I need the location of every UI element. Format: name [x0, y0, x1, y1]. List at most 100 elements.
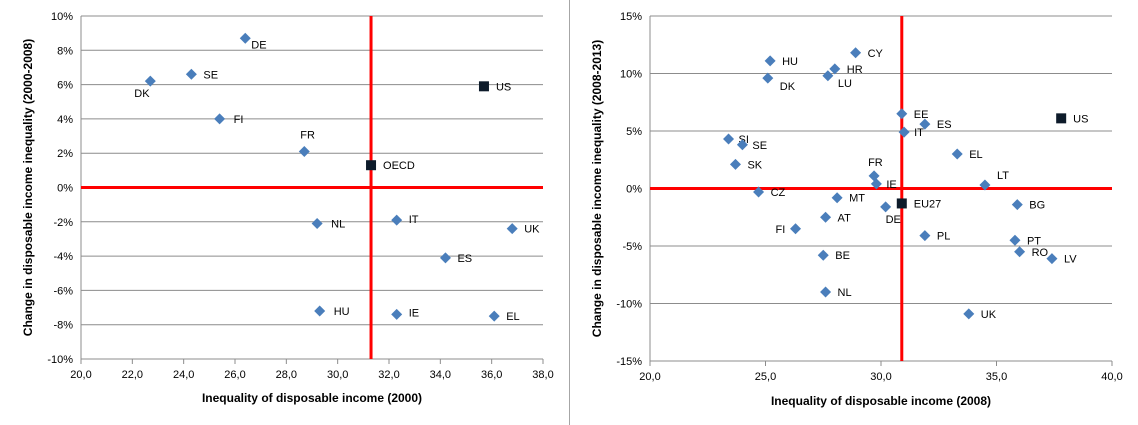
right-point-label-de: DE [886, 214, 901, 226]
right-point-label-lv: LV [1064, 254, 1077, 266]
left-point-label-fi: FI [234, 114, 244, 126]
right-point-hr [829, 63, 841, 75]
left-point-uk [506, 223, 518, 235]
left-x-tick-label-5: 30,0 [327, 369, 348, 381]
left-point-label-hu: HU [334, 306, 350, 318]
right-point-label-ro: RO [1032, 247, 1049, 259]
right-y-tick-label-4: 5% [626, 126, 642, 138]
left-point-se [185, 68, 197, 80]
left-y-tick-label-4: -2% [53, 217, 73, 229]
right-point-label-hr: HR [847, 64, 863, 76]
left-point-hu [314, 305, 326, 317]
left-y-tick-label-6: 2% [57, 148, 73, 160]
right-point-label-ee: EE [914, 109, 929, 121]
right-y-tick-label-5: 10% [620, 69, 642, 81]
left-point-oecd [366, 160, 377, 171]
right-y-tick-label-0: -15% [616, 356, 642, 368]
left-y-tick-label-9: 8% [57, 45, 73, 57]
right-point-label-bg: BG [1029, 200, 1045, 212]
left-point-label-uk: UK [524, 224, 540, 236]
chart-panel-2000-2008: -10% -8% -6% -4% -2% 0% 2% 4% 6% 8% 10% 20,0 22,0 24,… [21, 0, 570, 425]
left-x-tick-label-8: 36,0 [481, 369, 502, 381]
right-x-axis-title: Inequality of disposable income (2008) [771, 394, 991, 408]
right-point-label-fi: FI [776, 224, 786, 236]
right-y-tick-label-3: 0% [626, 184, 642, 196]
left-point-it [391, 214, 403, 226]
right-point-label-it: IT [914, 127, 924, 139]
left-point-el [488, 310, 500, 322]
right-x-tick-label-2: 30,0 [870, 371, 891, 383]
left-point-label-oecd: OECD [383, 160, 415, 172]
right-point-ro [1014, 246, 1026, 258]
right-point-label-pl: PL [937, 231, 950, 243]
right-point-label-eu27: EU27 [914, 198, 942, 210]
right-point-label-sk: SK [747, 159, 762, 171]
left-y-tick-label-2: -6% [53, 285, 73, 297]
right-point-label-fr: FR [868, 157, 883, 169]
right-point-se [736, 139, 748, 151]
right-point-be [817, 249, 829, 261]
left-x-tick-label-9: 38,0 [532, 369, 553, 381]
left-point-label-ie: IE [409, 307, 419, 319]
right-point-label-nl: NL [838, 287, 852, 299]
right-x-tick-label-4: 40,0 [1101, 371, 1122, 383]
right-point-mt [831, 192, 843, 204]
left-point-label-nl: NL [331, 219, 345, 231]
right-point-label-at: AT [838, 212, 852, 224]
right-point-label-pt: PT [1027, 235, 1041, 247]
left-x-tick-label-7: 34,0 [430, 369, 451, 381]
right-point-label-mt: MT [849, 193, 865, 205]
right-point-label-cz: CZ [771, 187, 786, 199]
right-point-lu [822, 70, 834, 82]
right-point-at [820, 211, 832, 223]
right-point-label-lt: LT [997, 170, 1009, 182]
left-x-tick-label-6: 32,0 [378, 369, 399, 381]
right-point-label-si: SI [739, 134, 749, 146]
left-point-label-fr: FR [300, 129, 315, 141]
left-point-de [239, 32, 251, 44]
left-y-tick-label-0: -10% [47, 354, 73, 366]
right-point-label-es: ES [937, 119, 952, 131]
right-point-pl [919, 230, 931, 242]
right-point-cz [753, 186, 765, 198]
right-point-sk [729, 158, 741, 170]
right-point-label-lu: LU [838, 78, 852, 90]
scatter-chart-2000-2008: -10% -8% -6% -4% -2% 0% 2% 4% 6% 8% 10% 20,0 22,0 24,… [21, 11, 554, 405]
right-point-label-se: SE [752, 140, 767, 152]
right-point-hu [764, 55, 776, 67]
left-point-es [439, 252, 451, 264]
right-x-tick-label-3: 35,0 [986, 371, 1007, 383]
left-x-tick-label-3: 26,0 [224, 369, 245, 381]
left-point-fr [298, 145, 310, 157]
left-x-tick-label-0: 20,0 [70, 369, 91, 381]
right-point-label-cy: CY [868, 48, 884, 60]
chart-panel-2008-2013: -15% -10% -5% 0% 5% 10% 15% 20,0 25,0 30,0 35,0 40,… [571, 0, 1138, 425]
right-point-label-dk: DK [780, 81, 796, 93]
left-point-label-se: SE [203, 69, 218, 81]
right-y-tick-label-1: -10% [616, 299, 642, 311]
right-point-lv [1046, 253, 1058, 265]
left-point-ie [391, 308, 403, 320]
left-point-fi [214, 113, 226, 125]
left-point-label-it: IT [409, 214, 419, 226]
left-x-tick-label-1: 22,0 [122, 369, 143, 381]
right-point-label-ie: IE [886, 179, 896, 191]
left-y-axis-title: Change in disposable income inequality (… [21, 39, 35, 336]
left-y-tick-label-5: 0% [57, 183, 73, 195]
right-x-tick-label-1: 25,0 [755, 371, 776, 383]
right-x-tick-label-0: 20,0 [639, 371, 660, 383]
right-point-label-be: BE [835, 250, 850, 262]
right-point-fi [790, 223, 802, 235]
left-point-label-el: EL [506, 311, 519, 323]
right-point-ee [896, 108, 908, 120]
right-point-label-hu: HU [782, 56, 798, 68]
right-y-tick-label-2: -5% [622, 241, 642, 253]
left-y-tick-label-3: -4% [53, 251, 73, 263]
left-x-tick-label-2: 24,0 [173, 369, 194, 381]
left-y-tick-label-8: 6% [57, 80, 73, 92]
right-y-axis-title: Change in disposable income inequality (… [590, 40, 604, 337]
scatter-chart-2008-2013: -15% -10% -5% 0% 5% 10% 15% 20,0 25,0 30,0 35,0 40,… [590, 11, 1123, 408]
left-y-tick-label-7: 4% [57, 114, 73, 126]
right-point-fr [868, 170, 880, 182]
